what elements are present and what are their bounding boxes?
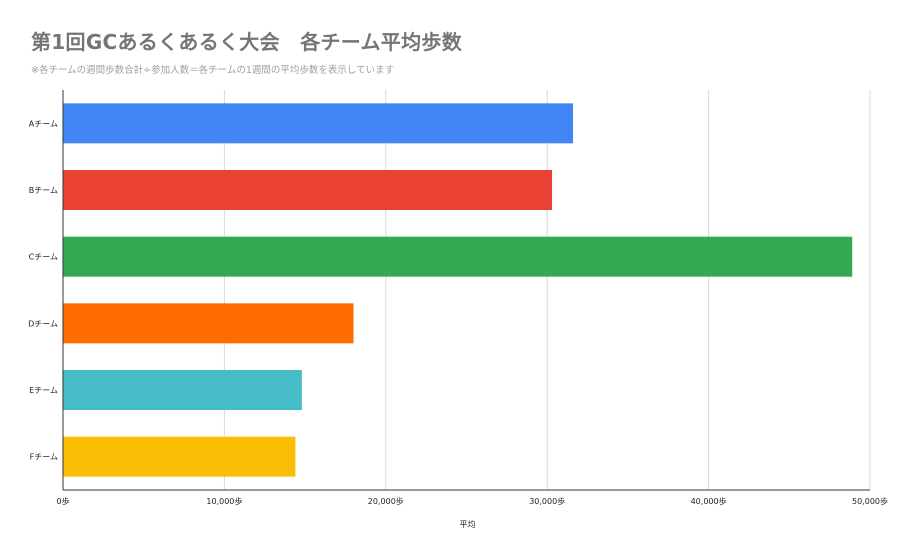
y-category-label: Eチーム <box>29 386 58 395</box>
y-category-label: Aチーム <box>29 119 58 128</box>
x-axis-title: 平均 <box>460 519 476 529</box>
bars <box>63 103 853 477</box>
grid-lines <box>223 90 871 490</box>
bar-1 <box>63 103 574 144</box>
x-tick-label: 50,000歩 <box>852 496 888 506</box>
y-category-label: Bチーム <box>29 186 58 195</box>
axis-labels: 0歩 10,000歩 20,000歩 30,000歩 40,000歩 50,000歩 Aチー… <box>28 119 888 529</box>
y-category-label: Dチーム <box>28 319 58 328</box>
y-category-label: Cチーム <box>29 253 58 262</box>
chart-subtitle: ※各チームの週間歩数合計÷参加人数＝各チームの1週間の平均歩数を表示しています <box>31 65 395 76</box>
bar-4 <box>63 303 354 344</box>
x-tick-label: 30,000歩 <box>529 496 565 506</box>
bar-2 <box>63 170 553 210</box>
x-tick-label: 0歩 <box>56 496 69 506</box>
y-category-label: Fチーム <box>30 453 58 462</box>
x-tick-label: 40,000歩 <box>691 496 727 506</box>
chart-title: 第1回GCあるくあるく大会 各チーム平均歩数 <box>31 30 463 54</box>
x-tick-label: 10,000歩 <box>206 496 242 506</box>
bar-3 <box>63 236 853 277</box>
bar-5 <box>63 370 302 410</box>
bar-6 <box>63 436 296 477</box>
x-tick-label: 20,000歩 <box>368 496 404 506</box>
axes <box>62 90 870 491</box>
